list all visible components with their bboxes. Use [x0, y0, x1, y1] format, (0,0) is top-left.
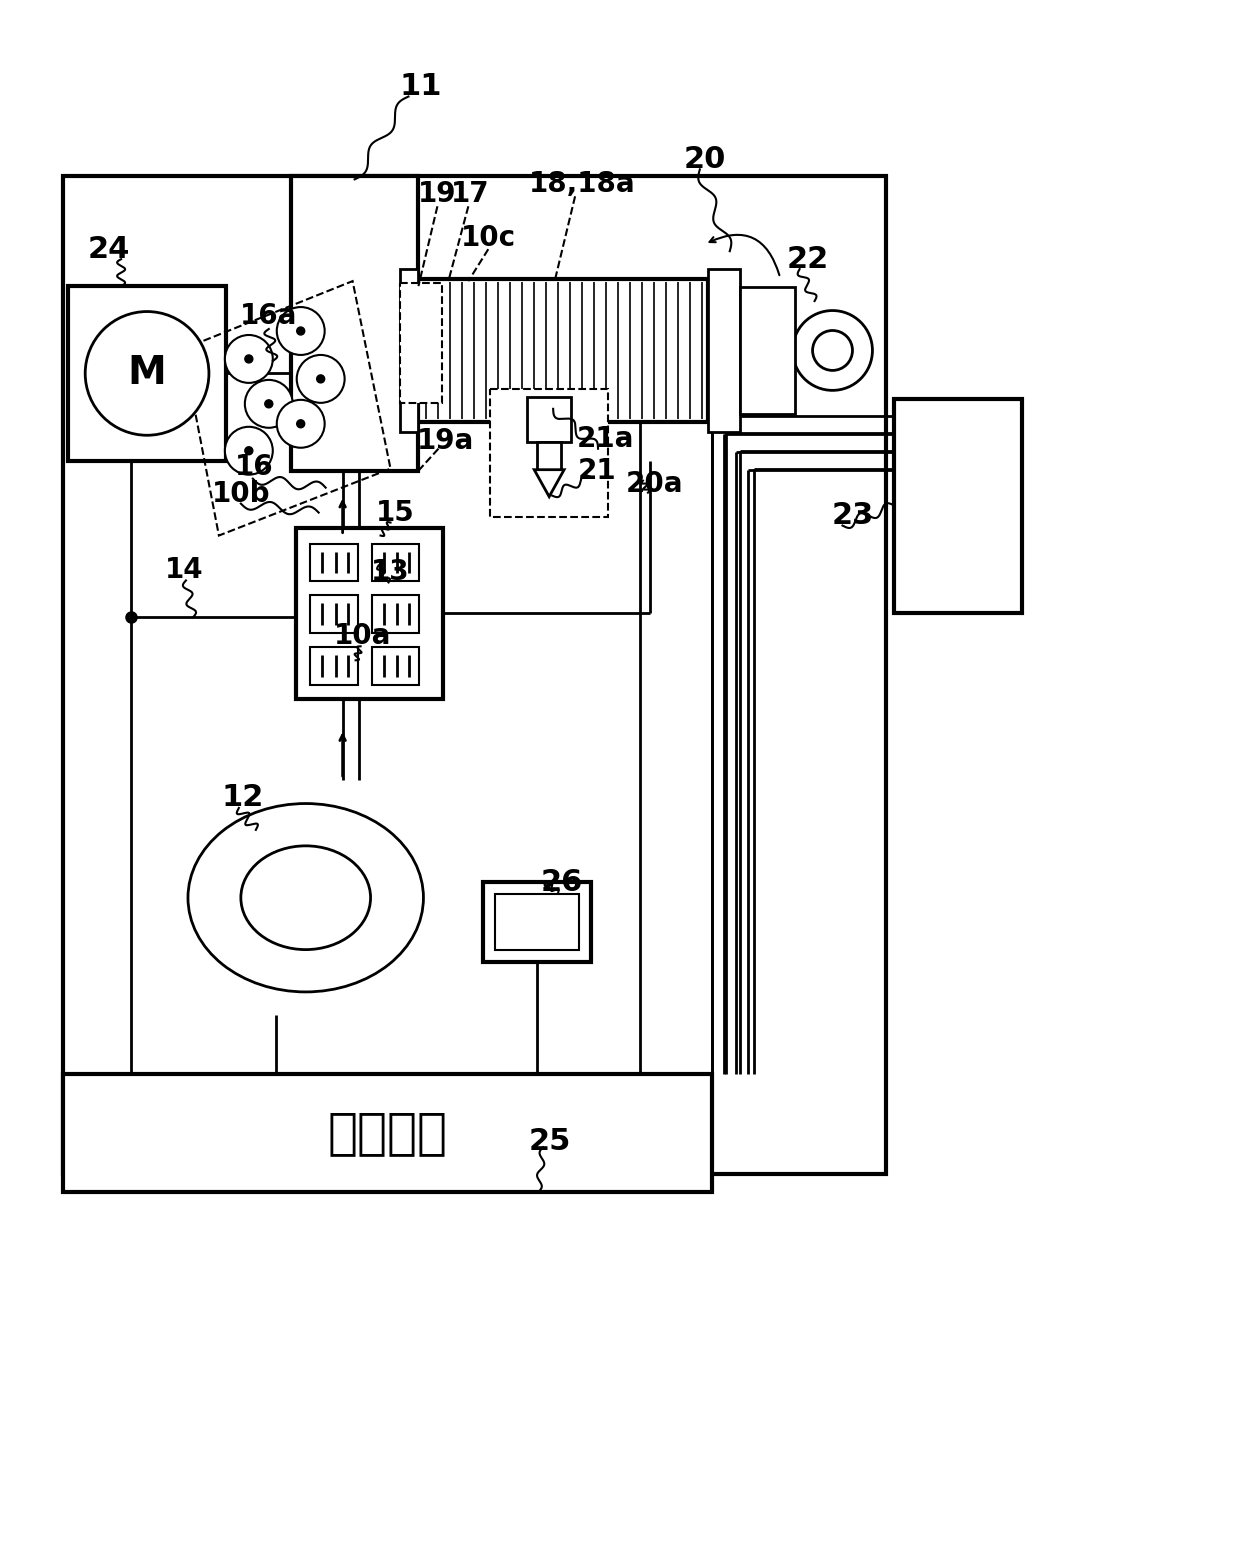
Text: 17: 17 [451, 180, 490, 208]
Text: 18,18a: 18,18a [528, 171, 635, 199]
Text: 10c: 10c [461, 224, 516, 252]
Bar [63, 177, 887, 1174]
Text: 控制装置: 控制装置 [327, 1109, 448, 1157]
Bar [484, 882, 591, 961]
Circle shape [244, 356, 253, 363]
Bar [68, 286, 226, 461]
Bar [490, 388, 608, 517]
Bar [372, 648, 419, 685]
Text: 14: 14 [165, 556, 203, 584]
Circle shape [265, 399, 273, 408]
Bar [418, 280, 708, 422]
Text: 10b: 10b [212, 480, 270, 508]
Bar [537, 441, 562, 469]
Bar [310, 648, 357, 685]
Circle shape [224, 335, 273, 384]
Text: 19: 19 [418, 180, 456, 208]
Bar [295, 528, 444, 699]
Text: 13: 13 [371, 559, 410, 587]
Text: 26: 26 [541, 868, 583, 898]
Bar [372, 595, 419, 634]
Circle shape [296, 419, 305, 427]
Circle shape [296, 356, 345, 402]
Text: 10a: 10a [334, 623, 392, 651]
Bar [290, 177, 418, 471]
Bar [894, 399, 1022, 613]
Text: 15: 15 [376, 499, 415, 526]
Text: 22: 22 [786, 245, 828, 273]
Text: 11: 11 [399, 71, 441, 101]
Circle shape [244, 380, 293, 427]
Text: 21a: 21a [577, 426, 634, 453]
Text: 12: 12 [222, 783, 264, 812]
Circle shape [224, 427, 273, 475]
Text: 16a: 16a [241, 301, 298, 331]
Ellipse shape [241, 846, 371, 949]
Ellipse shape [188, 803, 423, 992]
Circle shape [296, 328, 305, 335]
Bar [527, 398, 572, 441]
Text: M: M [128, 354, 166, 393]
Bar [708, 269, 740, 432]
Text: 21: 21 [578, 457, 616, 485]
Bar [63, 1075, 712, 1193]
Circle shape [792, 311, 873, 390]
Bar [310, 595, 357, 634]
Bar [372, 544, 419, 581]
Bar [401, 269, 418, 432]
Text: 24: 24 [88, 235, 130, 264]
Circle shape [316, 374, 325, 384]
Polygon shape [534, 469, 564, 497]
Circle shape [244, 447, 253, 455]
Text: 25: 25 [529, 1126, 572, 1155]
Circle shape [86, 312, 208, 435]
Bar [495, 893, 579, 949]
Circle shape [277, 307, 325, 356]
Bar [310, 544, 357, 581]
Text: 20a: 20a [626, 469, 683, 497]
Circle shape [277, 399, 325, 447]
Bar [401, 283, 443, 402]
Text: 16: 16 [234, 452, 273, 481]
Circle shape [812, 331, 852, 371]
Text: 20: 20 [683, 144, 725, 174]
Text: 19a: 19a [417, 427, 474, 455]
Bar [740, 287, 795, 413]
Text: 23: 23 [831, 502, 874, 530]
